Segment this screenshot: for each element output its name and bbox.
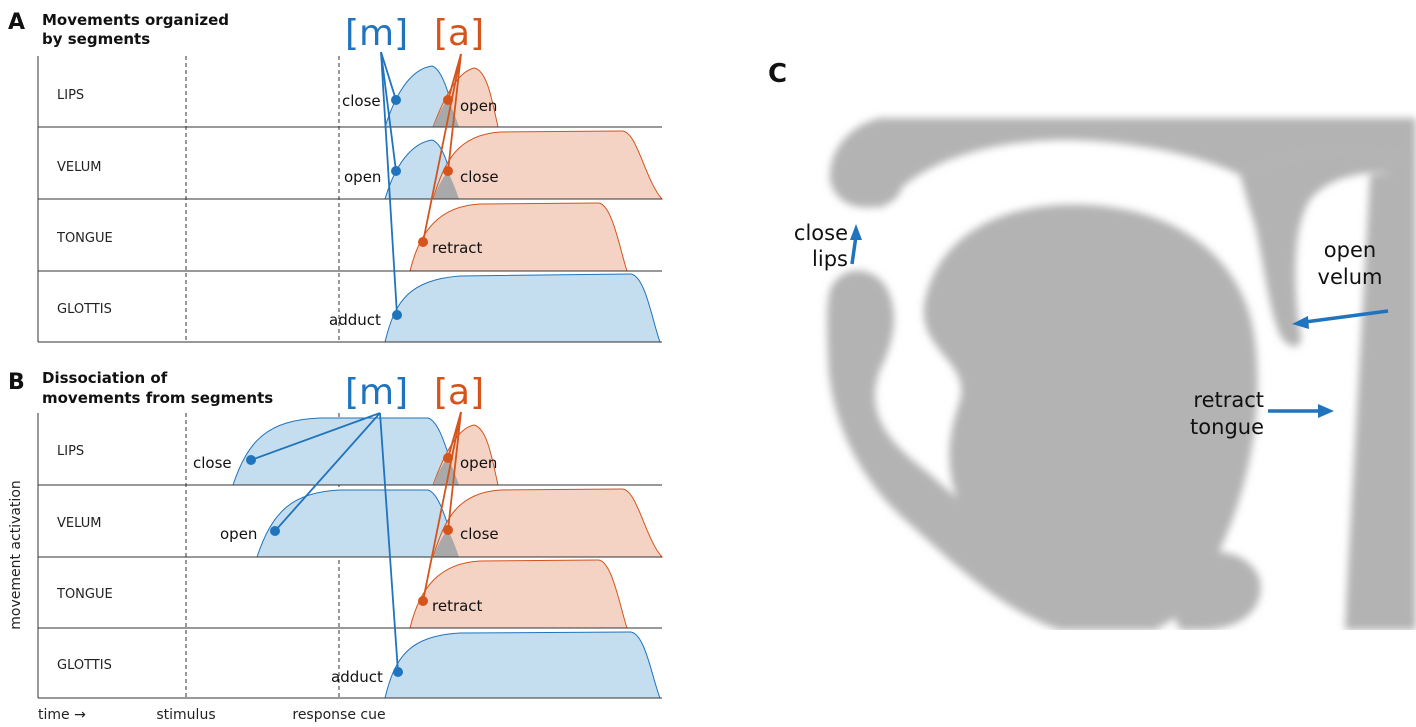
panel-b-letter: B: [8, 370, 25, 395]
panel-c-label-lips: lips: [812, 247, 848, 271]
panel-c-label-open: open: [1324, 238, 1376, 262]
panel-a-velum-overlap: [433, 172, 459, 199]
panel-a-row-lips: LIPS close open: [57, 65, 499, 128]
row-label-tongue: TONGUE: [56, 587, 113, 602]
panel-a-segment-a: [a]: [434, 13, 484, 54]
panel-b-velum-m-shape: [256, 489, 460, 558]
panel-b-title-line2: movements from segments: [42, 389, 273, 407]
panel-b-row-lips: LIPS close open: [57, 417, 499, 486]
panel-a-velum-a-shape: [432, 130, 664, 200]
panel-b: B Dissociation of movements from segment…: [8, 369, 664, 723]
row-label-velum: VELUM: [57, 160, 101, 175]
movement-label-open: open: [460, 454, 497, 472]
stimulus-label: stimulus: [156, 707, 215, 723]
movement-label-open: open: [344, 168, 381, 186]
movement-label-adduct: adduct: [329, 311, 381, 329]
panel-a-tongue-a-shape: [409, 202, 628, 272]
panel-a-title-line1: Movements organized: [42, 11, 229, 29]
movement-label-close: close: [193, 454, 232, 472]
panel-a-row-tongue: TONGUE retract: [56, 202, 628, 272]
panel-b-row-velum: VELUM open close: [57, 488, 664, 558]
panel-a-glottis-m-shape: [384, 273, 661, 343]
panel-b-dots: [246, 453, 453, 677]
panel-c-label-velum: velum: [1318, 265, 1383, 289]
arrow-icon: [1292, 309, 1389, 329]
response-cue-label: response cue: [292, 707, 385, 723]
panel-c-letter: C: [768, 59, 787, 89]
row-label-glottis: GLOTTIS: [57, 658, 112, 673]
panel-b-ylabel: movement activation: [8, 480, 24, 630]
row-label-lips: LIPS: [57, 444, 84, 459]
movement-label-open: open: [460, 97, 497, 115]
panel-a-m-connectors: [380, 51, 398, 316]
panel-a-row-velum: VELUM open close: [57, 130, 664, 200]
panel-b-velum-overlap: [433, 530, 459, 557]
panel-b-row-tongue: TONGUE retract: [56, 559, 628, 629]
panel-a-a-connectors: [422, 53, 462, 243]
row-label-lips: LIPS: [57, 88, 84, 103]
panel-c: C: [768, 59, 1416, 630]
movement-label-retract: retract: [432, 239, 483, 257]
panel-b-tongue-a-shape: [409, 559, 628, 629]
panel-a-lips-overlap: [433, 100, 459, 127]
panel-a-letter: A: [8, 10, 25, 35]
row-label-tongue: TONGUE: [56, 231, 113, 246]
panel-a: A Movements organized by segments LIPS c…: [8, 10, 664, 343]
panel-b-a-connectors: [422, 411, 462, 602]
movement-label-open: open: [220, 525, 257, 543]
row-label-velum: VELUM: [57, 516, 101, 531]
movement-label-close: close: [342, 92, 381, 110]
panel-a-row-glottis: GLOTTIS adduct: [57, 273, 661, 343]
panel-b-title-line1: Dissociation of: [42, 369, 168, 387]
arrow-icon: [1268, 404, 1334, 418]
movement-label-close: close: [460, 168, 499, 186]
panel-b-glottis-m-shape: [384, 631, 661, 699]
panel-b-segment-m: [m]: [345, 372, 408, 413]
panel-b-segment-a: [a]: [434, 372, 484, 413]
movement-label-adduct: adduct: [331, 668, 383, 686]
panel-b-row-glottis: GLOTTIS adduct: [57, 631, 661, 699]
movement-label-retract: retract: [432, 597, 483, 615]
panel-b-lips-overlap: [433, 458, 459, 485]
vocal-tract-image: [827, 118, 1416, 630]
panel-b-velum-a-shape: [432, 488, 664, 558]
panel-c-label-tongue: tongue: [1190, 415, 1264, 439]
panel-c-label-close: close: [794, 221, 848, 245]
arrow-icon: [850, 224, 862, 265]
panel-b-m-connectors: [250, 412, 399, 673]
movement-label-close: close: [460, 525, 499, 543]
panel-c-label-retract: retract: [1193, 388, 1264, 412]
panel-a-dots: [391, 95, 453, 320]
row-label-glottis: GLOTTIS: [57, 302, 112, 317]
panel-a-segment-m: [m]: [345, 13, 408, 54]
time-axis-label: time →: [38, 707, 86, 723]
panel-a-title-line2: by segments: [42, 30, 150, 48]
